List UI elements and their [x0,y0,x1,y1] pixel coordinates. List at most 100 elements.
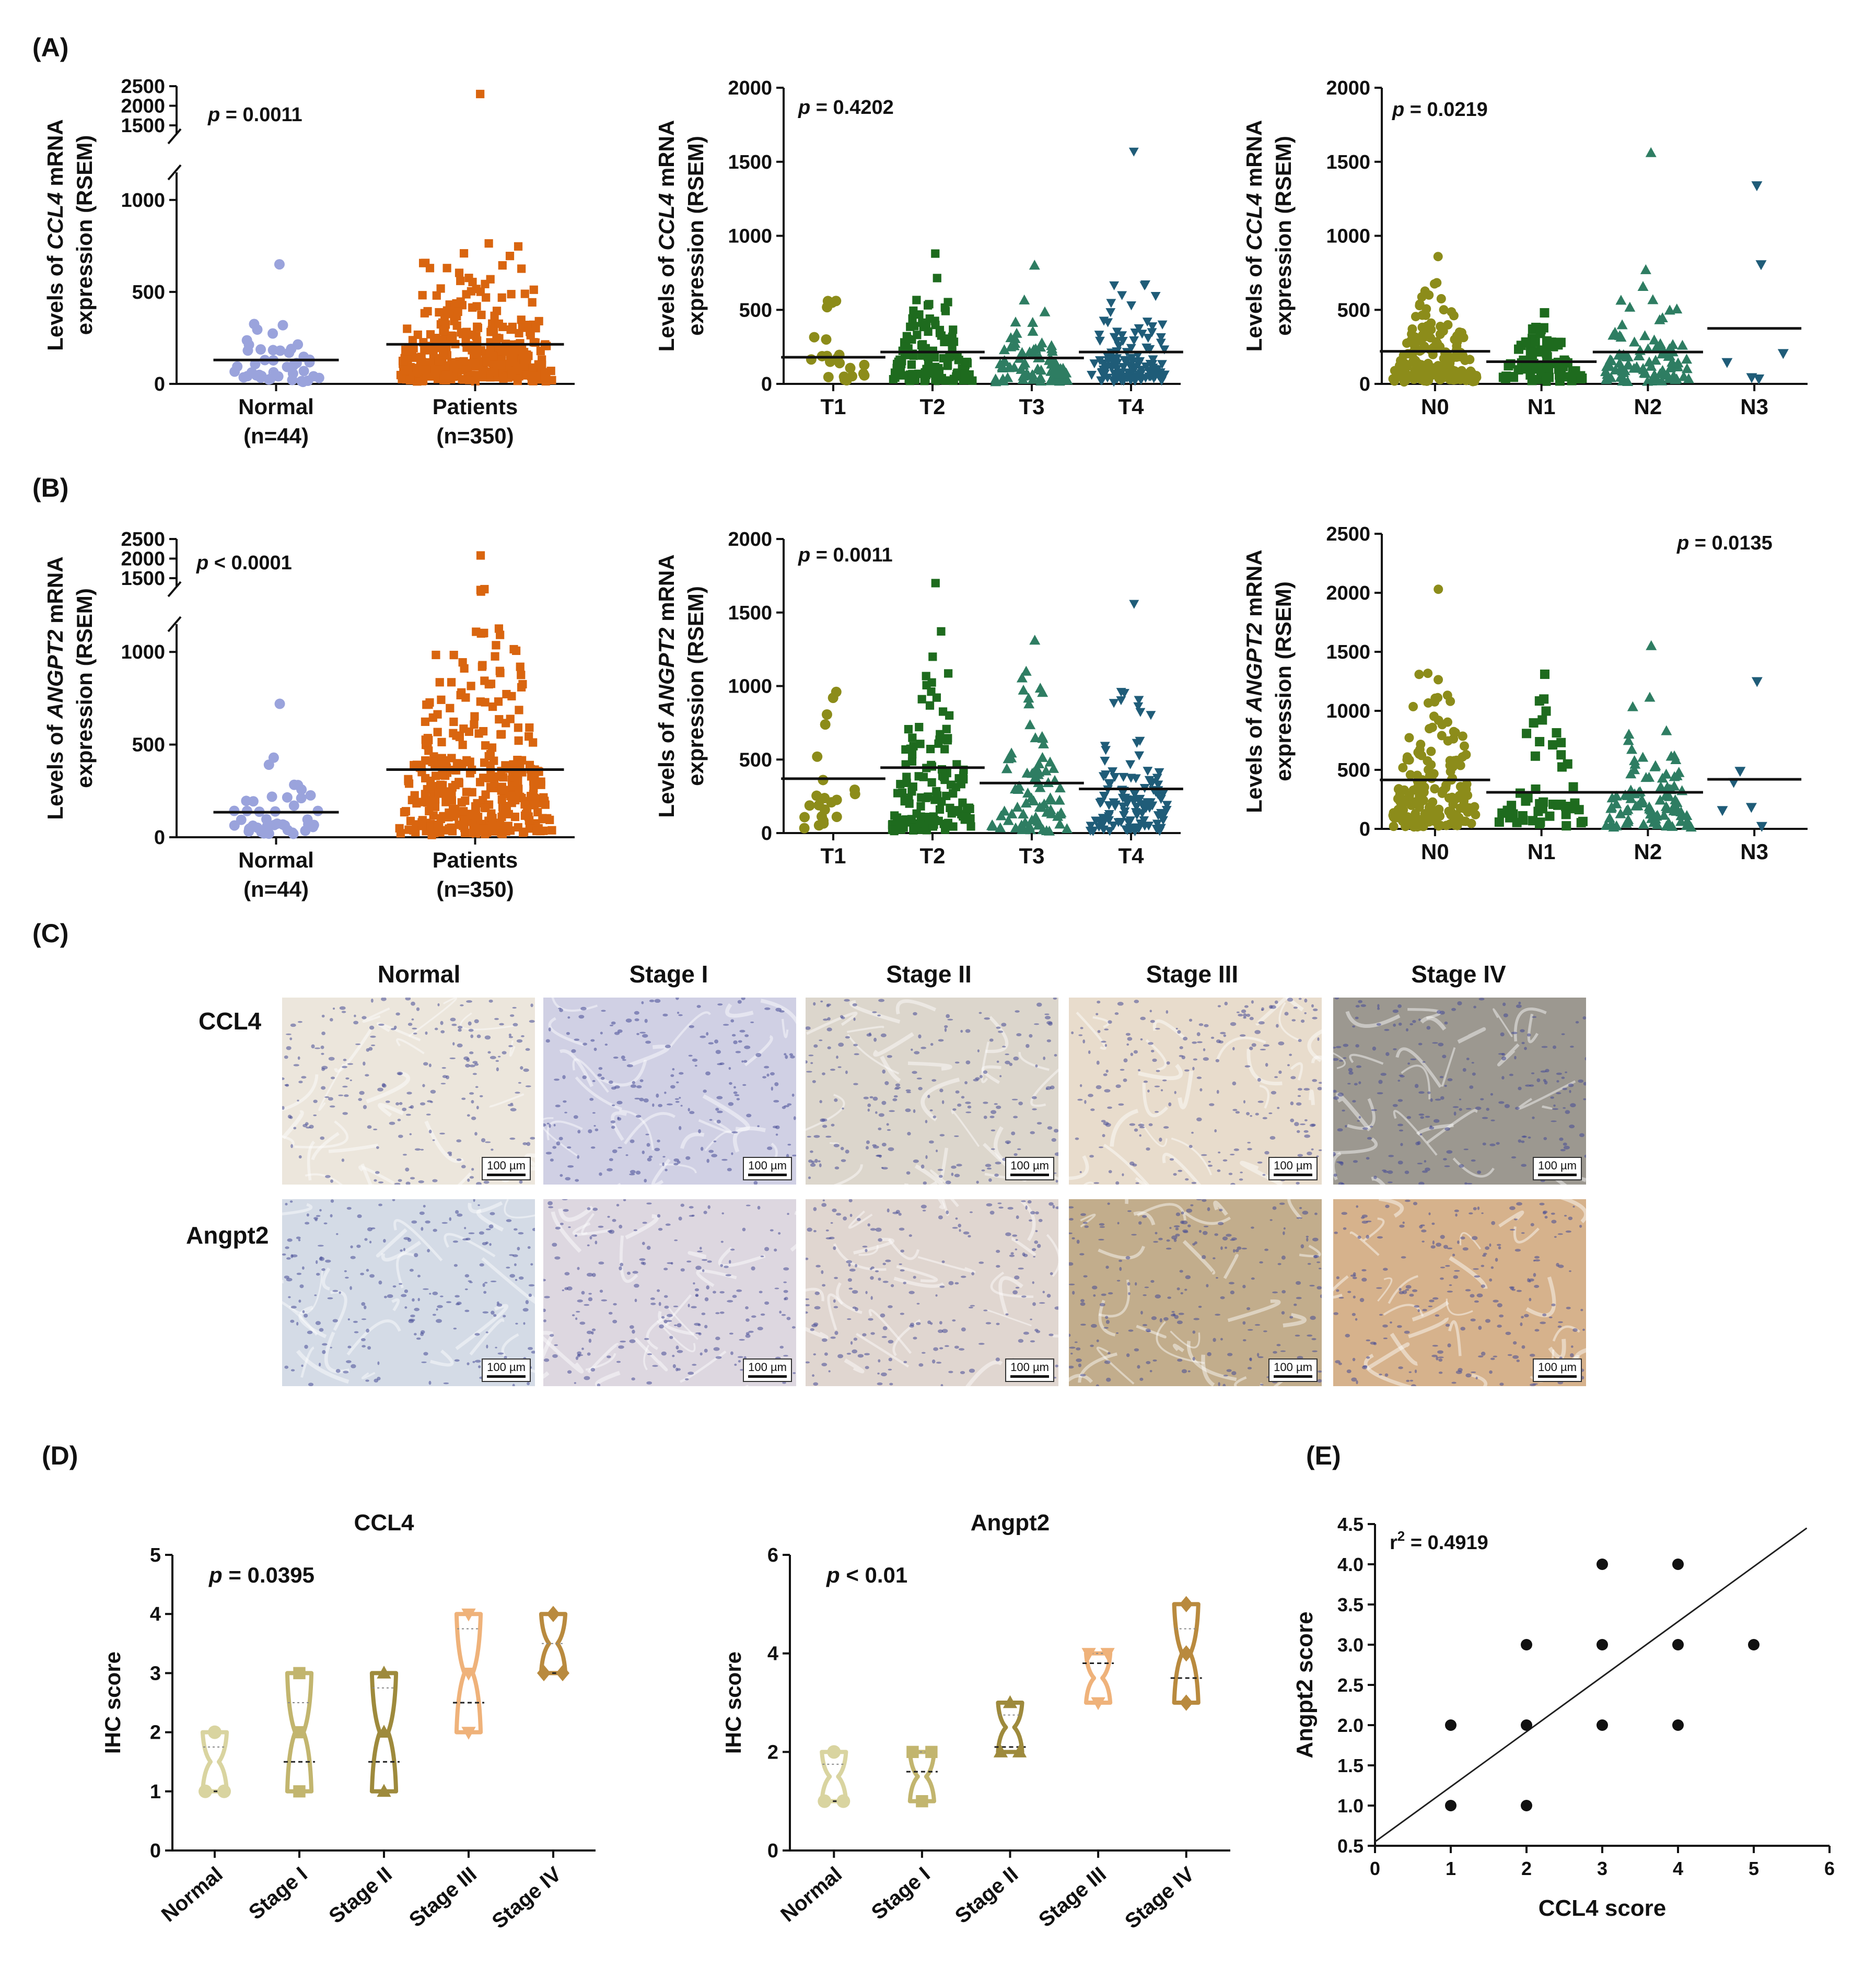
p-value-text: < 0.01 [840,1563,908,1587]
cell-nucleus [495,1060,499,1062]
cell-nucleus [677,1011,680,1014]
data-point [412,364,422,372]
cell-nucleus [552,1146,557,1149]
cell-nucleus [349,1079,352,1081]
data-point [1541,376,1551,386]
cell-nucleus [410,1177,415,1180]
cell-nucleus [863,1096,869,1099]
cell-nucleus [764,1065,770,1069]
p-value: p = 0.0011 [798,544,893,566]
data-point [1448,774,1458,783]
cell-nucleus [731,1034,736,1037]
cell-nucleus [670,1085,675,1089]
y-axis-label-part: mRNA [1242,549,1266,623]
data-point [1532,363,1542,373]
cell-nucleus [490,1056,496,1059]
data-point [1562,821,1571,831]
cell-nucleus [692,1058,698,1062]
cell-nucleus [731,1152,733,1155]
data-point [949,325,958,334]
cell-nucleus [951,1165,957,1169]
data-point [446,704,455,712]
cell-nucleus [407,1023,413,1026]
cell-nucleus [282,1106,285,1110]
cell-nucleus [512,1006,517,1009]
data-point [918,340,927,349]
cell-nucleus [812,1080,816,1083]
cell-nucleus [314,1047,321,1049]
cell-nucleus [566,1146,572,1149]
p-value-text: = 0.0219 [1404,99,1488,121]
cell-nucleus [734,1094,740,1096]
cell-nucleus [325,1175,331,1178]
data-point [1423,698,1433,708]
y-axis-label-line2: expression (RSEM) [683,586,708,786]
chart-title: Angpt2 [971,1510,1050,1536]
data-point [229,805,240,816]
cell-nucleus [989,1038,994,1042]
data-point [434,357,443,366]
cell-nucleus [806,1071,812,1073]
cell-nucleus [728,1102,734,1106]
scale-bar-line [748,1174,787,1176]
data-point [267,328,278,339]
cell-nucleus [967,1105,972,1109]
cell-nucleus [988,1178,992,1182]
tissue-fiber [920,1077,960,1122]
cell-nucleus [609,1024,614,1026]
ihc-column-normal: Normal [377,960,461,988]
p-value-text: = 0.0011 [810,544,892,566]
cell-nucleus [791,1154,796,1157]
cell-nucleus [656,1093,659,1098]
cell-nucleus [592,1112,596,1114]
data-point [441,757,450,766]
cell-nucleus [298,1155,302,1159]
cell-nucleus [676,1081,679,1084]
tissue-fiber [318,1063,345,1111]
data-point [547,826,556,835]
cell-nucleus [625,1154,628,1156]
cell-nucleus [461,1165,466,1168]
data-point [1423,358,1433,368]
data-point [303,819,314,830]
y-tick-label: 0 [154,373,165,395]
data-point [449,717,458,727]
tissue-fiber [873,1032,914,1057]
y-axis-label-line2: expression (RSEM) [1271,136,1296,336]
cell-nucleus [508,1036,514,1038]
cell-nucleus [912,1071,917,1074]
data-point [436,780,445,789]
tissue-fiber [600,1059,647,1087]
tissue-fiber [457,1172,472,1185]
tissue-fiber [985,1016,1009,1053]
data-point [404,777,413,786]
cell-nucleus [878,999,884,1002]
data-point [492,641,500,650]
cell-nucleus [556,1141,561,1146]
data-point [556,1665,569,1681]
data-point [523,805,532,814]
cell-nucleus [413,1033,417,1035]
cell-nucleus [365,1074,369,1077]
y-tick-label: 0 [1359,373,1370,395]
data-point [481,803,490,813]
cell-nucleus [713,1140,717,1143]
data-point [1437,720,1447,730]
data-point [917,695,926,704]
cell-nucleus [1026,1044,1030,1048]
cell-nucleus [852,1003,857,1006]
cell-nucleus [715,1050,721,1055]
cell-nucleus [639,1097,644,1102]
cell-nucleus [359,1091,365,1095]
p-value-symbol: p [208,1563,223,1587]
cell-nucleus [708,1042,714,1045]
data-point [831,811,842,822]
cell-nucleus [389,1121,395,1125]
cell-nucleus [560,1174,563,1177]
p-value: p = 0.0011 [207,104,302,126]
data-point [933,274,941,283]
data-point [1125,760,1136,769]
cell-nucleus [787,1143,791,1146]
y-tick-label: 0 [1359,818,1370,840]
